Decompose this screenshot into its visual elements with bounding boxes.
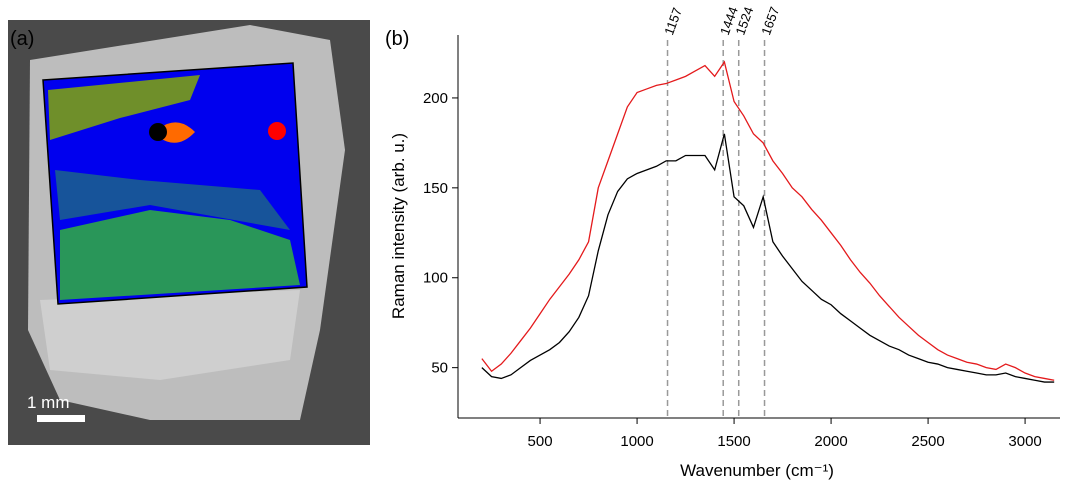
panel-label: (a) <box>10 28 34 50</box>
map-region <box>48 75 200 140</box>
panel-label: (b) <box>385 28 409 50</box>
scale-bar-label: 1 mm <box>27 393 70 412</box>
y-tick-label: 100 <box>423 270 448 287</box>
scale-bar <box>37 415 85 422</box>
x-tick-label: 1500 <box>717 433 750 450</box>
spectrum-line <box>481 60 1055 381</box>
panel-a: 1 mm (a) <box>8 20 370 445</box>
sample-lower <box>40 290 300 380</box>
x-tick-label: 1000 <box>620 433 653 450</box>
y-tick-label: 150 <box>423 180 448 197</box>
y-axis-label: Raman intensity (arb. u.) <box>389 133 408 319</box>
peak-label: 1157 <box>661 6 685 37</box>
x-tick-label: 2000 <box>814 433 847 450</box>
peak-label: 1657 <box>758 5 782 37</box>
map-region <box>160 122 195 143</box>
x-tick-label: 500 <box>528 433 553 450</box>
point-red <box>268 122 286 140</box>
y-tick-label: 200 <box>423 90 448 107</box>
x-axis-label: Wavenumber (cm⁻¹) <box>680 461 834 480</box>
y-tick-label: 50 <box>431 360 448 377</box>
spectrum-line <box>481 133 1055 383</box>
point-black <box>149 123 167 141</box>
map-region <box>55 170 290 230</box>
map-region <box>60 210 300 300</box>
x-tick-label: 2500 <box>911 433 944 450</box>
x-tick-label: 3000 <box>1008 433 1041 450</box>
